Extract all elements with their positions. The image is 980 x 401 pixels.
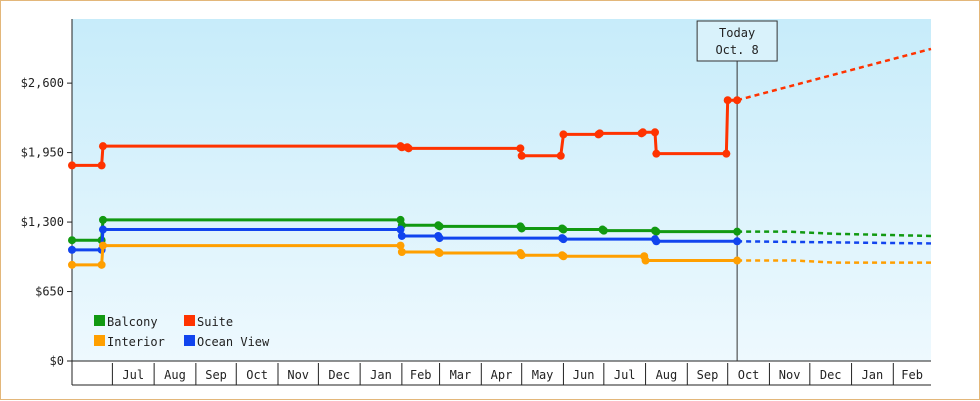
month-label: Jan bbox=[370, 368, 392, 382]
y-tick-label: $650 bbox=[35, 285, 64, 299]
suite-data-point bbox=[68, 161, 76, 170]
suite-data-point bbox=[652, 149, 661, 158]
legend-label-ocean-view: Ocean View bbox=[197, 335, 270, 349]
today-marker: Today Oct. 8 bbox=[696, 20, 778, 361]
balcony-forecast-line bbox=[737, 230, 932, 238]
y-tick-label: $1,950 bbox=[21, 146, 64, 160]
month-label: Oct bbox=[738, 368, 760, 382]
interior-series-line bbox=[72, 244, 738, 267]
month-label: Dec bbox=[328, 368, 350, 382]
month-label: Jun bbox=[573, 368, 595, 382]
month-label: Sep bbox=[697, 368, 719, 382]
legend-swatch-balcony bbox=[94, 315, 105, 326]
interior-data-point bbox=[517, 251, 526, 260]
balcony-data-point bbox=[599, 226, 608, 235]
series-group bbox=[68, 47, 932, 269]
suite-data-point bbox=[650, 128, 659, 137]
interior-forecast-line bbox=[737, 259, 931, 264]
legend-label-interior: Interior bbox=[107, 335, 165, 349]
suite-data-point bbox=[595, 129, 604, 138]
y-tick-label: $1,300 bbox=[21, 215, 64, 229]
suite-data-point bbox=[733, 96, 742, 105]
interior-data-point bbox=[559, 252, 568, 261]
month-label: Jan bbox=[862, 368, 884, 382]
suite-data-point bbox=[559, 130, 568, 139]
interior-data-point bbox=[397, 247, 406, 256]
y-tick-label: $2,600 bbox=[21, 76, 64, 90]
suite-data-point bbox=[98, 142, 107, 151]
suite-data-point bbox=[723, 96, 732, 105]
month-label: Feb bbox=[901, 368, 923, 382]
today-box bbox=[696, 20, 778, 62]
month-label: Sep bbox=[205, 368, 227, 382]
interior-data-point bbox=[396, 241, 405, 250]
balcony-data-point bbox=[435, 222, 444, 231]
ocean-view-data-point bbox=[652, 237, 661, 246]
month-label: Apr bbox=[491, 368, 513, 382]
suite-data-point bbox=[722, 149, 731, 158]
suite-data-point bbox=[638, 128, 647, 137]
month-label: Jul bbox=[122, 368, 144, 382]
interior-data-point bbox=[641, 256, 650, 265]
month-label: Dec bbox=[820, 368, 842, 382]
ocean-view-data-point bbox=[733, 237, 742, 246]
balcony-data-point bbox=[98, 215, 107, 224]
ocean-view-data-point bbox=[68, 245, 76, 254]
legend-swatch-suite bbox=[184, 315, 195, 326]
suite-forecast-line bbox=[736, 47, 932, 102]
month-label: Aug bbox=[656, 368, 678, 382]
suite-data-point bbox=[97, 161, 106, 170]
today-label: Today bbox=[719, 26, 755, 40]
ocean-view-data-point bbox=[98, 225, 107, 234]
month-label: Jul bbox=[614, 368, 636, 382]
balcony-data-point bbox=[652, 227, 661, 236]
month-label: Mar bbox=[450, 368, 472, 382]
legend-swatch-interior bbox=[94, 335, 105, 346]
month-label: Nov bbox=[287, 368, 309, 382]
y-axis: $0 $650 $1,300 $1,950 $2,600 bbox=[21, 19, 931, 368]
ocean-view-data-point bbox=[397, 231, 406, 240]
plot-background bbox=[72, 19, 931, 361]
balcony-data-point bbox=[68, 236, 76, 245]
month-label: Feb bbox=[410, 368, 432, 382]
today-date: Oct. 8 bbox=[715, 43, 758, 57]
ocean-view-data-point bbox=[435, 234, 444, 243]
balcony-data-point bbox=[517, 224, 526, 233]
suite-data-point bbox=[556, 151, 565, 160]
interior-data-point bbox=[98, 241, 107, 250]
suite-data-point bbox=[517, 151, 526, 160]
interior-data-point bbox=[97, 260, 106, 269]
suite-data-point bbox=[404, 144, 413, 153]
y-tick-label: $0 bbox=[50, 354, 64, 368]
month-label: Nov bbox=[779, 368, 801, 382]
interior-data-point bbox=[733, 256, 742, 265]
month-axis: Jul Aug Sep Oct Nov Dec Jan Feb Mar Apr May Jun Jul A… bbox=[71, 361, 931, 386]
interior-data-point bbox=[435, 249, 444, 258]
legend-label-balcony: Balcony bbox=[107, 315, 158, 329]
month-label: Aug bbox=[164, 368, 186, 382]
legend-swatch-ocean-view bbox=[184, 335, 195, 346]
ocean-view-data-point bbox=[396, 225, 405, 234]
ocean-view-data-point bbox=[559, 235, 568, 244]
balcony-data-point bbox=[733, 227, 742, 236]
balcony-data-point bbox=[559, 225, 568, 234]
suite-data-point bbox=[516, 144, 525, 153]
legend: Balcony Suite Interior Ocean View bbox=[94, 315, 270, 349]
interior-data-point bbox=[68, 260, 76, 269]
legend-label-suite: Suite bbox=[197, 315, 233, 329]
month-label: May bbox=[532, 368, 554, 382]
month-label: Oct bbox=[246, 368, 268, 382]
